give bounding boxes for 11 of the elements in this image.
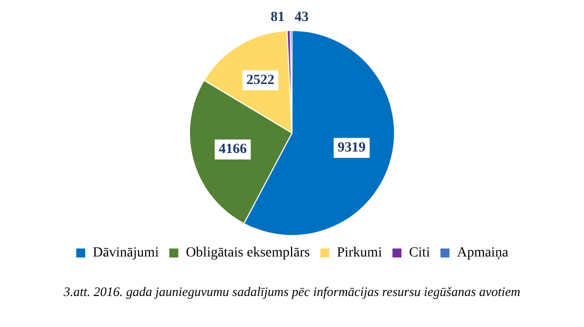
legend-label: Apmaiņa xyxy=(456,246,510,261)
data-label: 4166 xyxy=(218,142,247,158)
legend-label: Citi xyxy=(408,246,430,261)
legend-label: Pirkumi xyxy=(336,246,382,261)
data-label: 81 xyxy=(270,10,285,26)
data-label: 9319 xyxy=(338,140,366,156)
data-label: 2522 xyxy=(246,72,274,88)
legend-label: Dāvinājumi xyxy=(92,246,159,261)
text: 3.att. 2016. gada jaunieguvumu sadalījums pēc informācijas resursu iegūšanas avotiem xyxy=(62,284,522,300)
data-label: 43 xyxy=(294,10,309,26)
legend-label: Obligātais eksemplārs xyxy=(186,246,310,261)
